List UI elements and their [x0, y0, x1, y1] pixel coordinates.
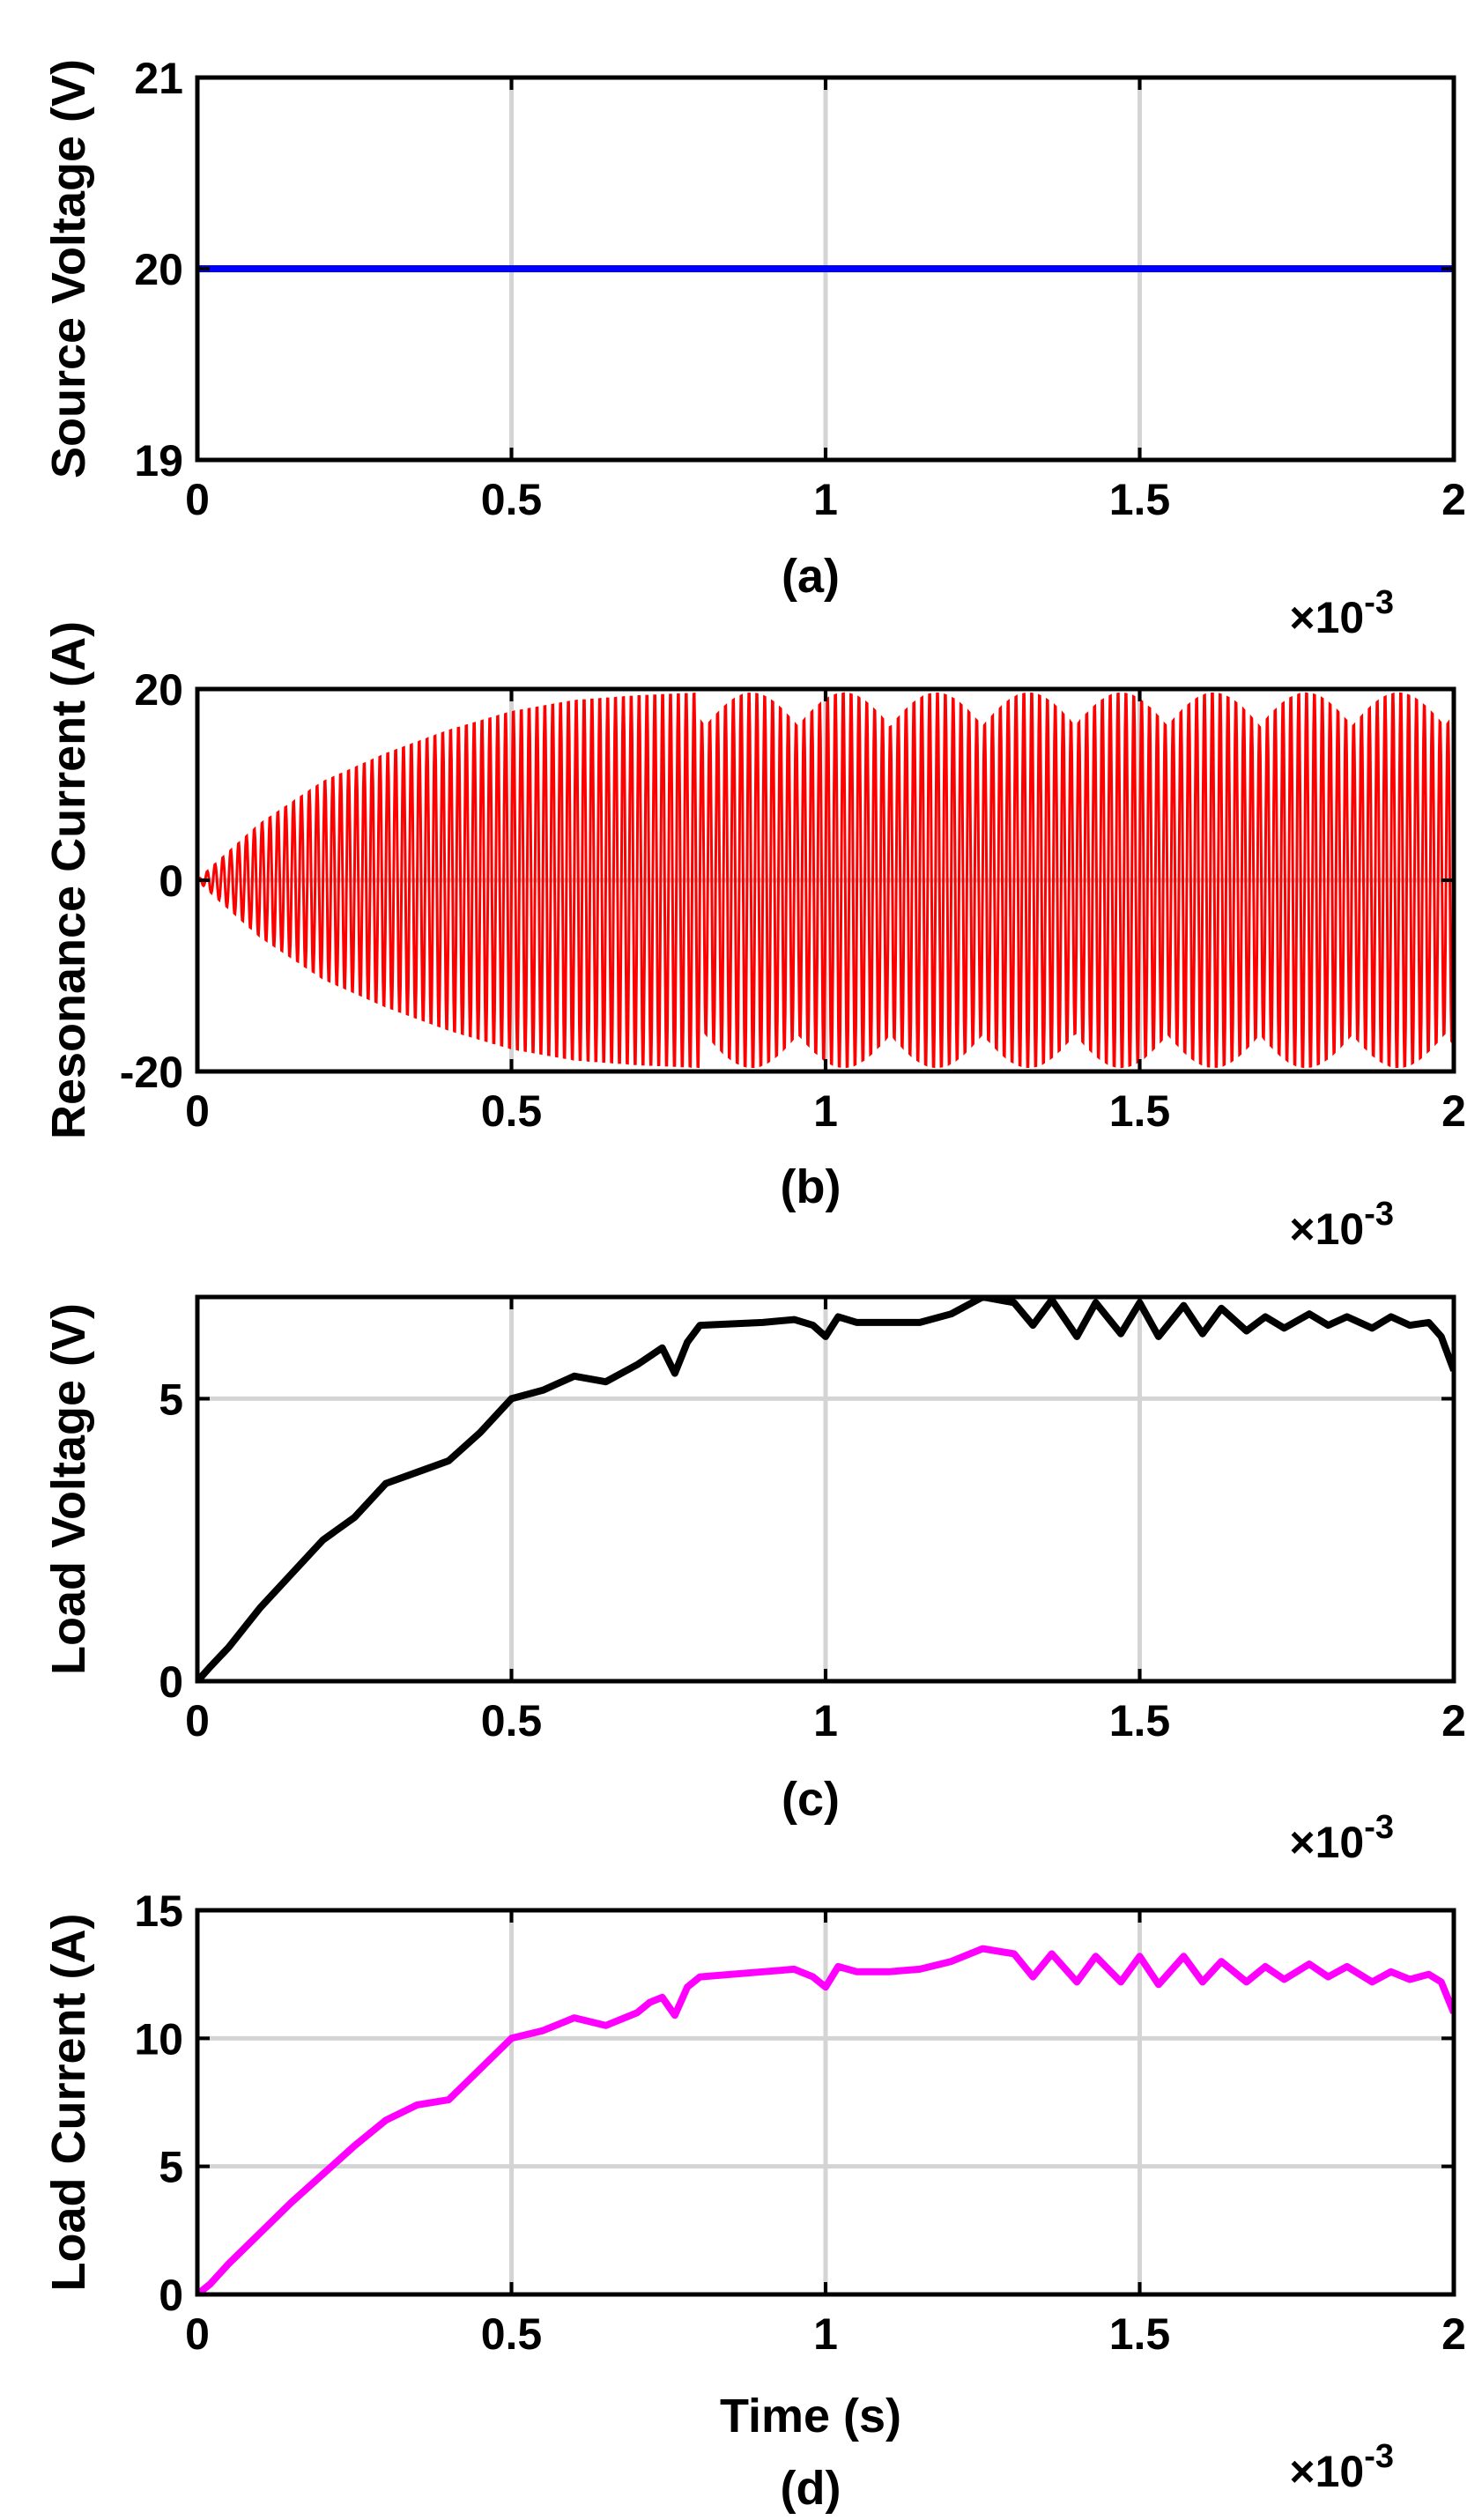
- x-tick-label: 2: [1441, 1696, 1466, 1745]
- y-tick-label: 5: [159, 1375, 183, 1424]
- x-tick-label: 1.5: [1109, 1696, 1171, 1745]
- y-axis-label: Load Current (A): [42, 1914, 95, 2292]
- panel-caption: (c): [782, 1773, 840, 1826]
- x-tick-label: 0: [185, 1696, 210, 1745]
- x-tick-label: 0.5: [481, 1086, 543, 1136]
- resonance-current-trace: [197, 692, 1454, 1069]
- y-tick-label: 5: [159, 2143, 183, 2192]
- x-tick-label: 1.5: [1109, 475, 1171, 524]
- multiplier-exponent: -3: [1364, 1809, 1394, 1846]
- y-tick-label: 0: [159, 2271, 183, 2320]
- panel-a: 0 0.5 1 1.5 2 19 20 21 Source Voltage (V) (a) ×10-…: [42, 54, 1466, 642]
- y-tick-label: 10: [134, 2014, 183, 2064]
- panel-caption: (d): [781, 2462, 841, 2515]
- load-current-trace: [197, 1945, 1454, 2294]
- y-tick-label: 20: [134, 665, 183, 715]
- x-tick-label: 0.5: [481, 2309, 543, 2359]
- x-tick-label: 1: [813, 475, 838, 524]
- time-axis-label: Time (s): [720, 2390, 901, 2442]
- x-tick-label: 2: [1441, 475, 1466, 524]
- x-tick-label: 2: [1441, 1086, 1466, 1136]
- multiplier-exponent: -3: [1364, 2438, 1394, 2475]
- x-multiplier: ×10-3: [1289, 2438, 1394, 2496]
- x-tick-label: 0.5: [481, 1696, 543, 1745]
- x-tick-label: 1: [813, 1086, 838, 1136]
- panel-caption: (a): [782, 550, 840, 603]
- x-multiplier: ×10-3: [1289, 584, 1394, 642]
- y-tick-label: 0: [159, 856, 183, 906]
- x-tick-label: 0.5: [481, 475, 543, 524]
- x-tick-label: 0: [185, 1086, 210, 1136]
- y-tick-label: 19: [134, 436, 183, 485]
- y-tick-label: 20: [134, 245, 183, 294]
- multiplier-base: ×10: [1289, 1818, 1364, 1867]
- multiplier-exponent: -3: [1364, 584, 1394, 621]
- y-tick-label: -20: [120, 1048, 183, 1097]
- x-tick-label: 1: [813, 2309, 838, 2359]
- y-tick-label: 21: [134, 54, 183, 103]
- multiplier-base: ×10: [1289, 1204, 1364, 1254]
- panel-d: 0 0.5 1 1.5 2 0 5 10 15 Load Current (A) (d) ×10-3: [42, 1886, 1466, 2515]
- y-axis-label: Source Voltage (V): [42, 59, 95, 478]
- multiplier-exponent: -3: [1364, 1196, 1394, 1233]
- x-multiplier: ×10-3: [1289, 1809, 1394, 1867]
- multiplier-base: ×10: [1289, 2447, 1364, 2496]
- x-tick-label: 0: [185, 2309, 210, 2359]
- x-tick-label: 1: [813, 1696, 838, 1745]
- y-axis-label: Load Voltage (V): [42, 1303, 95, 1675]
- x-tick-label: 1.5: [1109, 2309, 1171, 2359]
- panel-caption: (b): [781, 1160, 841, 1213]
- load-voltage-trace: [197, 1297, 1454, 1681]
- multiplier-base: ×10: [1289, 593, 1364, 642]
- y-tick-label: 0: [159, 1657, 183, 1707]
- x-tick-label: 1.5: [1109, 1086, 1171, 1136]
- panel-c: 0 0.5 1 1.5 2 0 5 Load Voltage (V) (c) ×10-3: [42, 1294, 1466, 1867]
- y-axis-label: Resonance Current (A): [42, 621, 95, 1139]
- x-tick-label: 0: [185, 475, 210, 524]
- y-tick-label: 15: [134, 1886, 183, 1936]
- x-multiplier: ×10-3: [1289, 1196, 1394, 1254]
- x-tick-label: 2: [1441, 2309, 1466, 2359]
